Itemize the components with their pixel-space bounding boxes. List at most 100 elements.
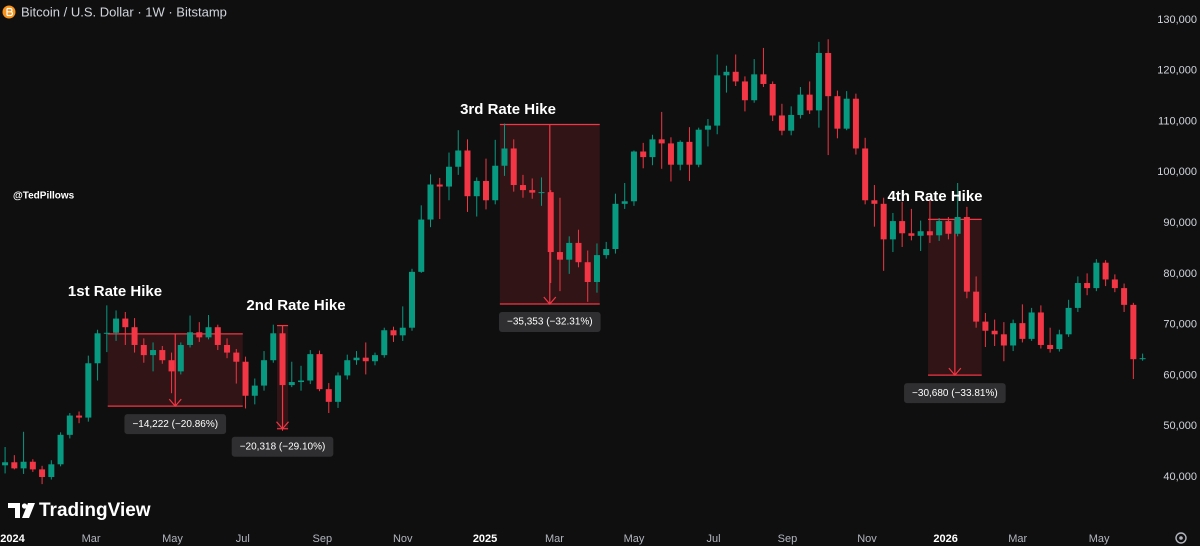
candle <box>788 106 795 136</box>
candle-body <box>593 255 600 283</box>
candle <box>649 134 656 166</box>
candle <box>723 65 730 93</box>
candle-body <box>704 125 711 130</box>
annotation-title: 1st Rate Hike <box>68 283 162 300</box>
candle <box>427 174 434 228</box>
candle <box>825 39 832 156</box>
candle <box>399 306 406 341</box>
x-tick-label: May <box>624 533 645 545</box>
candle <box>908 208 915 241</box>
candle <box>29 459 36 472</box>
measure-label: −14,222 (−20.86%) <box>124 414 227 435</box>
brand: TradingView <box>39 500 151 521</box>
candle-body <box>29 461 36 470</box>
chart-title: Bitcoin / U.S. Dollar · 1W · Bitstamp <box>21 4 227 19</box>
candle <box>751 59 758 103</box>
candle <box>677 140 684 171</box>
candle <box>482 158 489 210</box>
candle-body <box>917 231 924 236</box>
candle-body <box>168 360 175 372</box>
candle <box>584 250 591 302</box>
candle <box>1139 353 1146 361</box>
candle-body <box>94 333 101 364</box>
candle-body <box>288 382 295 386</box>
candle <box>963 206 970 299</box>
candle-body <box>335 375 342 402</box>
candle <box>113 310 120 341</box>
candle-body <box>880 203 887 240</box>
candle-body <box>177 344 184 372</box>
candle <box>335 372 342 408</box>
candle <box>418 205 425 273</box>
candle-body <box>307 354 314 381</box>
candle-body <box>501 148 508 166</box>
candle-body <box>251 385 258 396</box>
candle <box>501 123 508 176</box>
candle <box>1056 329 1063 352</box>
candle <box>778 103 785 136</box>
candle-body <box>362 357 369 362</box>
candle <box>1010 319 1017 352</box>
candle <box>797 87 804 119</box>
candle <box>982 312 989 348</box>
candle-body <box>48 464 55 477</box>
annotation-title: 3rd Rate Hike <box>460 101 556 118</box>
candle <box>575 229 582 268</box>
candle-body <box>834 96 841 129</box>
candle <box>529 178 536 199</box>
candle <box>556 197 563 292</box>
candle <box>1130 302 1137 379</box>
candle <box>538 177 545 206</box>
candle-body <box>66 415 73 435</box>
candle-body <box>85 363 92 418</box>
candle-body <box>473 180 480 197</box>
measure-label: −20,318 (−29.10%) <box>231 436 334 457</box>
candle <box>85 355 92 422</box>
candle <box>94 329 101 381</box>
candle-body <box>945 221 952 234</box>
candle-body <box>973 291 980 322</box>
candle-body <box>825 53 832 97</box>
candle-body <box>390 330 397 336</box>
candle <box>122 311 129 345</box>
candle-body <box>150 350 157 356</box>
candle-body <box>1139 358 1146 360</box>
candle-body <box>1074 283 1081 308</box>
settings-icon[interactable] <box>1175 532 1187 544</box>
candle <box>48 460 55 480</box>
annotation-title: 2nd Rate Hike <box>246 297 345 314</box>
candle-body <box>298 380 305 383</box>
x-tick-label: 2025 <box>473 533 497 545</box>
x-tick-label: Mar <box>1008 533 1027 545</box>
x-tick-label: May <box>1089 533 1110 545</box>
candle <box>630 150 637 206</box>
y-tick-label: 50,000 <box>1163 420 1197 432</box>
candle-body <box>140 344 147 356</box>
candle <box>593 243 600 293</box>
candle <box>390 326 397 342</box>
candle <box>103 305 110 353</box>
candle <box>1000 322 1007 362</box>
candle-body <box>205 327 212 338</box>
y-tick-label: 80,000 <box>1163 268 1197 280</box>
candle-body <box>316 354 323 390</box>
candle-body <box>843 98 850 129</box>
candle <box>862 137 869 205</box>
candle-body <box>492 165 499 201</box>
candle-body <box>196 332 203 338</box>
candle-body <box>584 262 591 283</box>
candle-body <box>270 333 277 361</box>
candle-body <box>723 71 730 76</box>
candle-body <box>39 469 46 477</box>
candle <box>1084 273 1091 296</box>
x-tick-label: Nov <box>857 533 877 545</box>
candle-body <box>1047 344 1054 350</box>
candle-body <box>482 180 489 201</box>
candle-body <box>871 200 878 204</box>
candle <box>492 139 499 205</box>
candle-body <box>538 192 545 194</box>
candle <box>205 315 212 340</box>
candle-body <box>418 219 425 272</box>
candle <box>815 41 822 128</box>
